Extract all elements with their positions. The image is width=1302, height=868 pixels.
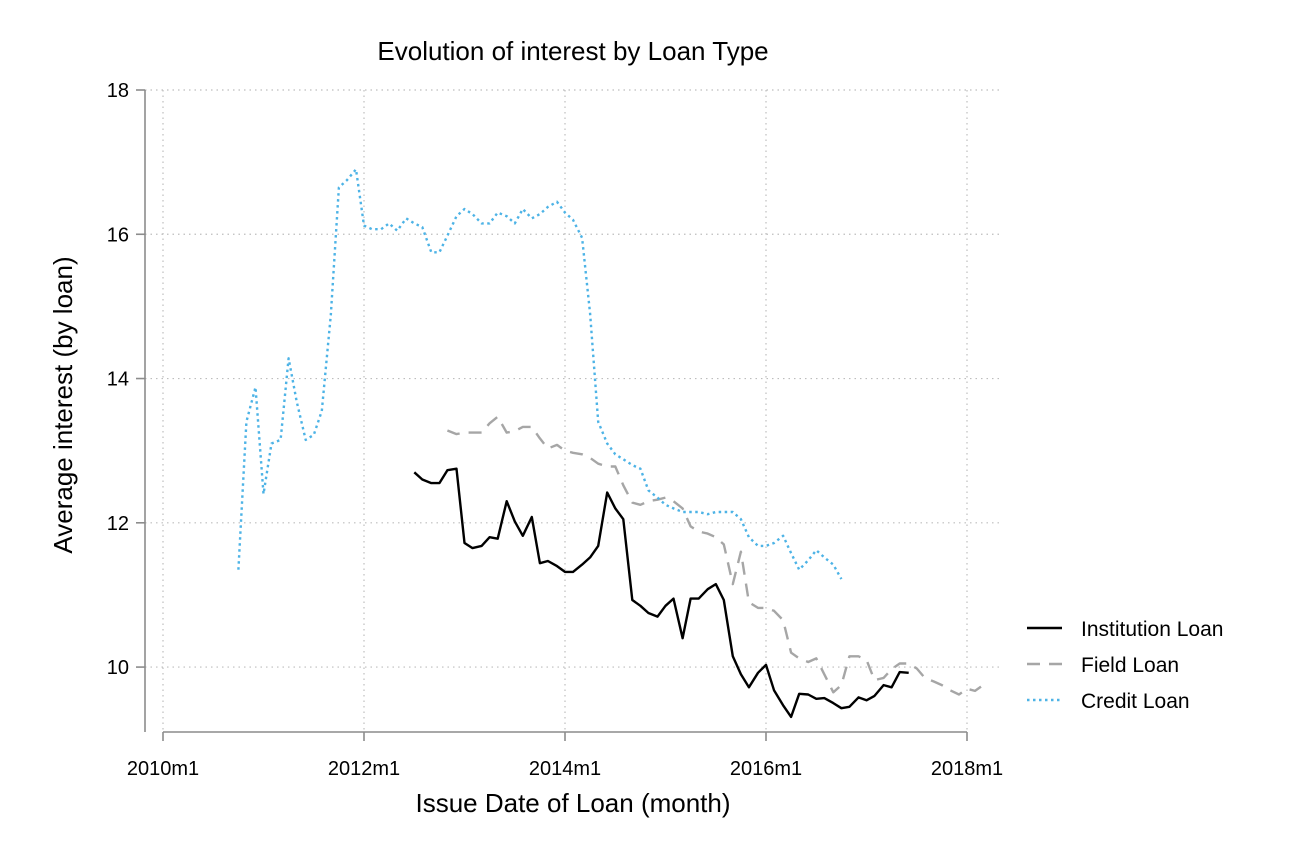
series-line-institution-loan bbox=[413, 467, 909, 719]
x-tick-label: 2018m1 bbox=[931, 758, 1003, 780]
y-tick-label: 18 bbox=[107, 80, 129, 102]
x-tick-label: 2010m1 bbox=[127, 758, 199, 780]
legend: Institution Loan Field Loan Credit Loan bbox=[1027, 618, 1223, 713]
x-axis-title: Issue Date of Loan (month) bbox=[415, 788, 730, 818]
x-tick-label: 2012m1 bbox=[328, 758, 400, 780]
y-tick-label: 12 bbox=[107, 513, 129, 535]
series-line-field-loan bbox=[446, 415, 985, 696]
axes bbox=[144, 90, 967, 733]
legend-label: Institution Loan bbox=[1081, 618, 1223, 641]
legend-label: Field Loan bbox=[1081, 654, 1179, 677]
y-tick-label: 10 bbox=[107, 657, 129, 679]
x-tick-label: 2016m1 bbox=[730, 758, 802, 780]
y-tick-label: 14 bbox=[107, 369, 129, 391]
gridlines bbox=[145, 89, 1000, 732]
legend-label: Credit Loan bbox=[1081, 690, 1190, 713]
series-lines bbox=[237, 168, 985, 719]
series-line-credit-loan bbox=[237, 168, 843, 580]
axis-ticks: 10 12 14 16 18 2010m1 2012m1 2014m1 2016m1 2018m1 bbox=[107, 80, 1003, 780]
y-axis-title: Average interest (by loan) bbox=[48, 256, 78, 553]
x-tick-label: 2014m1 bbox=[529, 758, 601, 780]
y-tick-label: 16 bbox=[107, 224, 129, 246]
chart-title: Evolution of interest by Loan Type bbox=[377, 36, 768, 66]
